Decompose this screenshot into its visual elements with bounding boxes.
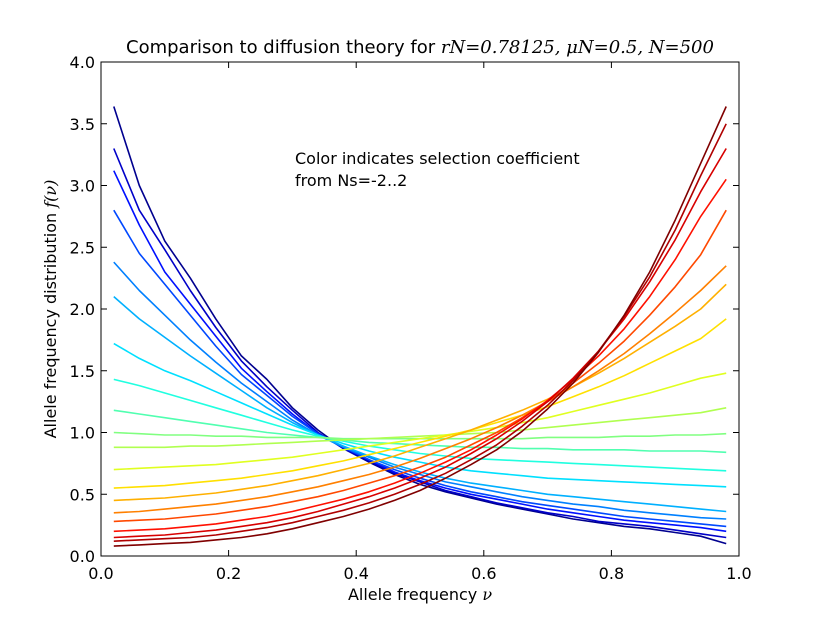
x-axis-label-text: Allele frequency bbox=[348, 585, 482, 604]
series-line-7 bbox=[113, 378, 727, 472]
series-line-1 bbox=[113, 148, 727, 539]
series-line-13 bbox=[113, 283, 727, 502]
y-tick-label-1: 0.5 bbox=[70, 485, 95, 504]
y-axis-label: Allele frequency distribution f(ν) bbox=[41, 180, 60, 439]
x-tick-label-0: 0.0 bbox=[88, 564, 113, 583]
x-tick-label-3: 0.6 bbox=[471, 564, 496, 583]
chart-title-text: Comparison to diffusion theory for bbox=[126, 37, 441, 58]
y-axis-label-math: f(ν) bbox=[41, 180, 60, 209]
series-group bbox=[113, 106, 727, 547]
x-tick-label-1: 0.2 bbox=[216, 564, 241, 583]
x-tick-label-4: 0.8 bbox=[599, 564, 624, 583]
annotation-line-1: Color indicates selection coefficient bbox=[295, 149, 580, 168]
series-line-6 bbox=[113, 342, 727, 488]
y-tick-label-4: 2.0 bbox=[70, 300, 95, 319]
y-tick-label-6: 3.0 bbox=[70, 177, 95, 196]
series-line-15 bbox=[113, 209, 727, 523]
x-axis-ticks: 0.0 0.2 0.4 0.6 0.8 1.0 bbox=[88, 62, 752, 583]
y-axis-label-text: Allele frequency distribution bbox=[41, 208, 60, 439]
y-tick-label-2: 1.0 bbox=[70, 424, 95, 443]
x-tick-label-2: 0.4 bbox=[343, 564, 368, 583]
series-line-12 bbox=[113, 318, 727, 489]
chart-title-math: rN=0.78125, μN=0.5, N=500 bbox=[441, 37, 714, 58]
y-tick-label-5: 2.5 bbox=[70, 238, 95, 257]
y-tick-label-8: 4.0 bbox=[70, 53, 95, 72]
y-tick-label-7: 3.5 bbox=[70, 115, 95, 134]
series-line-10 bbox=[113, 407, 727, 449]
series-line-17 bbox=[113, 148, 727, 539]
x-axis-label-math: ν bbox=[482, 585, 492, 604]
series-line-8 bbox=[113, 409, 727, 454]
y-tick-label-3: 1.5 bbox=[70, 362, 95, 381]
x-axis-label: Allele frequency ν bbox=[348, 585, 492, 604]
x-tick-label-5: 1.0 bbox=[726, 564, 751, 583]
chart-title: Comparison to diffusion theory for rN=0.… bbox=[126, 37, 714, 58]
series-line-5 bbox=[113, 295, 727, 513]
series-line-19 bbox=[113, 106, 727, 547]
y-tick-label-0: 0.0 bbox=[70, 547, 95, 566]
series-line-14 bbox=[113, 265, 727, 514]
series-line-4 bbox=[113, 261, 727, 520]
series-line-11 bbox=[113, 372, 727, 471]
series-line-16 bbox=[113, 178, 727, 533]
annotation-line-2: from Ns=-2..2 bbox=[295, 171, 407, 190]
series-line-2 bbox=[113, 170, 727, 533]
y-axis-ticks: 0.0 0.5 1.0 1.5 2.0 2.5 3.0 3.5 4.0 bbox=[70, 53, 739, 566]
